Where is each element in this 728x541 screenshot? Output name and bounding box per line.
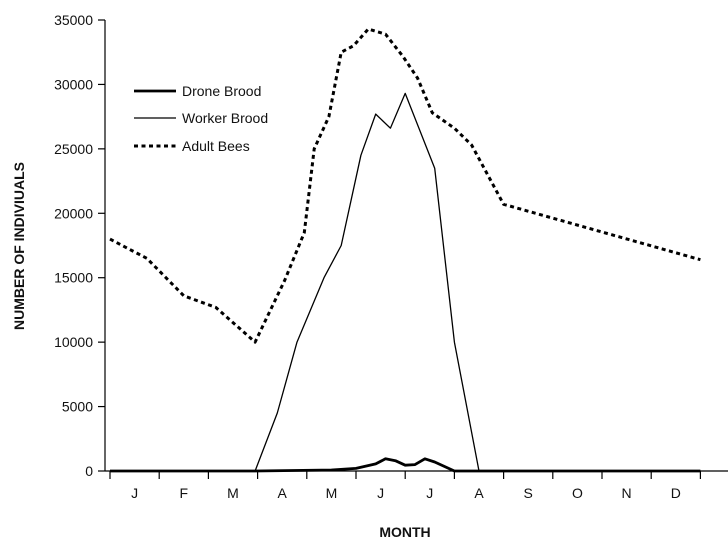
x-tick-label: M — [227, 485, 239, 501]
y-tick-label: 35000 — [54, 12, 93, 28]
x-tick-label: M — [326, 485, 338, 501]
legend-label-drone-brood: Drone Brood — [182, 83, 261, 99]
x-tick-label: J — [377, 485, 384, 501]
legend: Drone Brood Worker Brood Adult Bees — [134, 83, 268, 154]
x-tick-label: A — [474, 485, 484, 501]
series-line-worker-brood — [254, 92, 701, 472]
x-tick-label: O — [572, 485, 583, 501]
y-axis-title: NUMBER OF INDIVIUALS — [11, 162, 27, 330]
legend-label-adult-bees: Adult Bees — [182, 138, 250, 154]
y-tick-label: 0 — [85, 463, 93, 479]
y-tick-label: 15000 — [54, 270, 93, 286]
series-line-drone-brood — [110, 457, 701, 473]
x-axis-title: MONTH — [379, 524, 430, 540]
x-tick-label: A — [278, 485, 288, 501]
data-series — [109, 27, 701, 473]
y-tick-label: 5000 — [62, 399, 93, 415]
y-tick-label: 30000 — [54, 76, 93, 92]
x-tick-label: S — [524, 485, 533, 501]
axis-ticks: 0 5000 10000 15000 20000 25000 30000 35000 J F M A M… — [54, 12, 702, 501]
series-line-adult-bees — [109, 27, 701, 344]
x-tick-label: J — [426, 485, 433, 501]
y-tick-label: 20000 — [54, 205, 93, 221]
x-tick-label: F — [180, 485, 189, 501]
x-tick-label: D — [671, 485, 681, 501]
x-tick-label: J — [131, 485, 138, 501]
legend-label-worker-brood: Worker Brood — [182, 110, 268, 126]
x-tick-label: N — [622, 485, 632, 501]
y-tick-label: 25000 — [54, 141, 93, 157]
y-tick-label: 10000 — [54, 334, 93, 350]
